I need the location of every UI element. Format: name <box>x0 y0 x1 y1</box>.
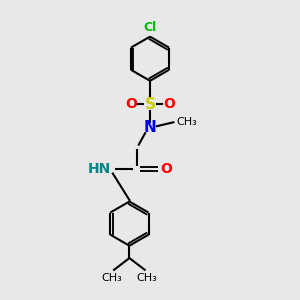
Text: O: O <box>160 162 172 176</box>
Text: O: O <box>125 98 137 111</box>
Text: CH₃: CH₃ <box>176 117 197 127</box>
Text: HN: HN <box>88 162 111 176</box>
Text: CH₃: CH₃ <box>101 273 122 284</box>
Text: O: O <box>163 98 175 111</box>
Text: N: N <box>144 120 156 135</box>
Text: S: S <box>145 97 155 112</box>
Text: Cl: Cl <box>143 21 157 34</box>
Text: CH₃: CH₃ <box>137 273 158 284</box>
